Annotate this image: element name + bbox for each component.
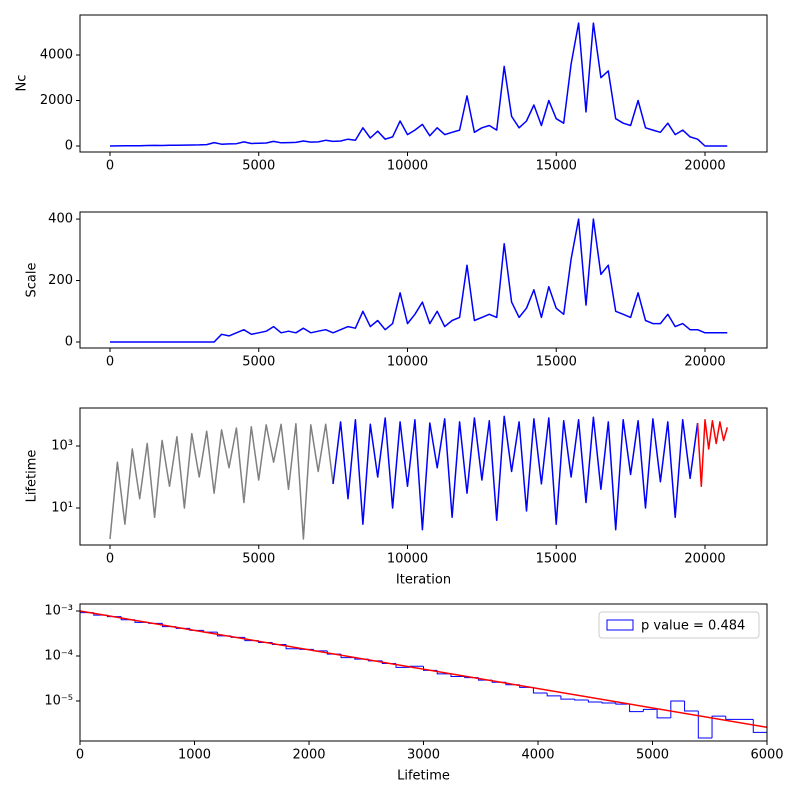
x-tick-label: 4000 [521, 748, 554, 763]
series-line [109, 423, 334, 540]
histogram-step [697, 710, 713, 739]
y-axis-label: Lifetime [25, 450, 40, 503]
axes-frame [79, 603, 768, 742]
histogram-step [670, 700, 685, 718]
histogram-step [642, 708, 658, 712]
x-tick-label: 20000 [684, 159, 725, 174]
y-tick-label: 2000 [40, 93, 73, 108]
x-tick-label: 15000 [536, 552, 577, 567]
x-tick-label: 1000 [178, 748, 211, 763]
x-tick-label: 10000 [387, 159, 428, 174]
y-tick-label: 0 [65, 335, 73, 350]
histogram-step [601, 701, 616, 704]
legend-swatch [606, 619, 634, 631]
series-line [110, 218, 728, 343]
x-tick-label: 0 [106, 355, 114, 370]
x-tick-label: 15000 [536, 355, 577, 370]
x-tick-label: 10000 [387, 355, 428, 370]
histogram-step [615, 703, 630, 705]
subplot: 0 1000 2000 3000 4000 5000 6000 10⁻⁵ 10⁻⁴ 10⁻³ Lif… [44, 603, 783, 783]
x-tick-label: 20000 [684, 355, 725, 370]
histogram-step [752, 719, 768, 741]
histogram-step [656, 709, 671, 719]
legend-label: p value = 0.484 [641, 619, 745, 634]
axes-frame [79, 211, 768, 349]
histogram-step [79, 612, 94, 741]
x-axis-label: Iteration [396, 573, 451, 588]
x-tick-label: 20000 [684, 552, 725, 567]
y-tick-label: 200 [48, 273, 73, 288]
y-tick-label: 10¹ [51, 500, 73, 515]
x-tick-label: 2000 [292, 748, 325, 763]
fit-line [79, 610, 768, 729]
y-tick-label: 400 [48, 212, 73, 227]
x-tick-label: 5000 [636, 748, 669, 763]
series-line [696, 419, 729, 488]
x-tick-label: 3000 [407, 748, 440, 763]
subplot: 0 5000 10000 15000 20000 10¹ 10³ Lifetime Iterat… [25, 407, 768, 588]
axes-frame [79, 14, 768, 153]
x-tick-label: 6000 [750, 748, 783, 763]
y-axis-label: Scale [25, 263, 40, 298]
histogram-step [532, 687, 548, 694]
histogram-step [725, 716, 740, 720]
histogram-step [560, 695, 575, 700]
y-tick-label: 0 [65, 138, 73, 153]
histogram-step [711, 715, 726, 739]
y-tick-label: 10⁻⁴ [44, 648, 73, 663]
histogram-step [684, 700, 699, 712]
histogram-step [574, 699, 589, 701]
legend-box [598, 611, 760, 639]
y-tick-label: 10³ [51, 438, 73, 453]
subplot: 0 5000 10000 15000 20000 0 200 400 Scale [25, 211, 768, 370]
histogram-step [587, 700, 603, 703]
histogram-step [546, 693, 561, 697]
x-axis-label: Lifetime [397, 769, 450, 784]
axes-frame [79, 407, 768, 546]
x-tick-label: 0 [76, 748, 84, 763]
subplot: 0 5000 10000 15000 20000 0 2000 4000 Nc [15, 14, 768, 174]
y-tick-label: 4000 [40, 47, 73, 62]
series-line [332, 415, 699, 531]
histogram-step [450, 673, 465, 677]
y-tick-label: 10⁻³ [44, 603, 73, 618]
x-tick-label: 5000 [242, 552, 275, 567]
series-line [109, 22, 728, 147]
histogram-step [629, 704, 644, 713]
x-tick-label: 5000 [242, 159, 275, 174]
x-tick-label: 10000 [387, 552, 428, 567]
x-tick-label: 5000 [242, 355, 275, 370]
x-tick-label: 0 [106, 552, 114, 567]
x-tick-label: 15000 [536, 159, 577, 174]
x-tick-label: 0 [106, 159, 114, 174]
y-tick-label: 10⁻⁵ [44, 693, 73, 708]
y-axis-label: Nc [15, 75, 30, 92]
